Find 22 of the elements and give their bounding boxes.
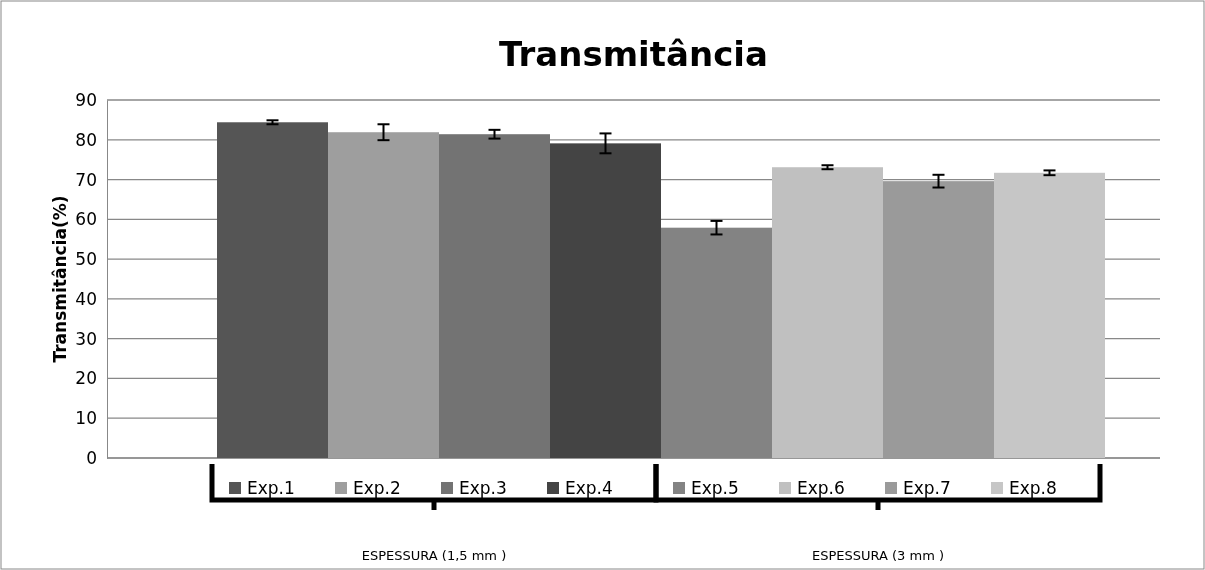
- y-tick-label: 60: [75, 209, 97, 230]
- legend-label: Exp.6: [797, 478, 845, 498]
- y-axis-title: Transmitância(%): [50, 195, 70, 363]
- legend-label: Exp.2: [353, 478, 401, 498]
- y-tick-label: 0: [86, 447, 97, 468]
- x-tick-label: ESPESSURA (3 mm ): [811, 548, 945, 563]
- x-tick-label: ESPESSURA (1,5 mm ): [361, 548, 507, 563]
- legend-label: Exp.5: [691, 478, 739, 498]
- legend-label: Exp.7: [903, 478, 951, 498]
- y-tick-label: 70: [75, 169, 97, 190]
- y-tick-label: 40: [75, 288, 97, 309]
- y-tick-label: 50: [75, 249, 97, 270]
- y-tick-label: 20: [75, 368, 97, 389]
- legend-label: Exp.3: [459, 478, 507, 498]
- y-tick-label: 80: [75, 129, 97, 150]
- y-tick-label: 30: [75, 328, 97, 349]
- chart-title: Transmitância: [499, 34, 768, 74]
- legend-label: Exp.8: [1009, 478, 1057, 498]
- legend-label: Exp.4: [565, 478, 613, 498]
- y-tick-label: 10: [75, 408, 97, 429]
- y-tick-label: 90: [75, 89, 97, 110]
- legend-label: Exp.1: [247, 478, 295, 498]
